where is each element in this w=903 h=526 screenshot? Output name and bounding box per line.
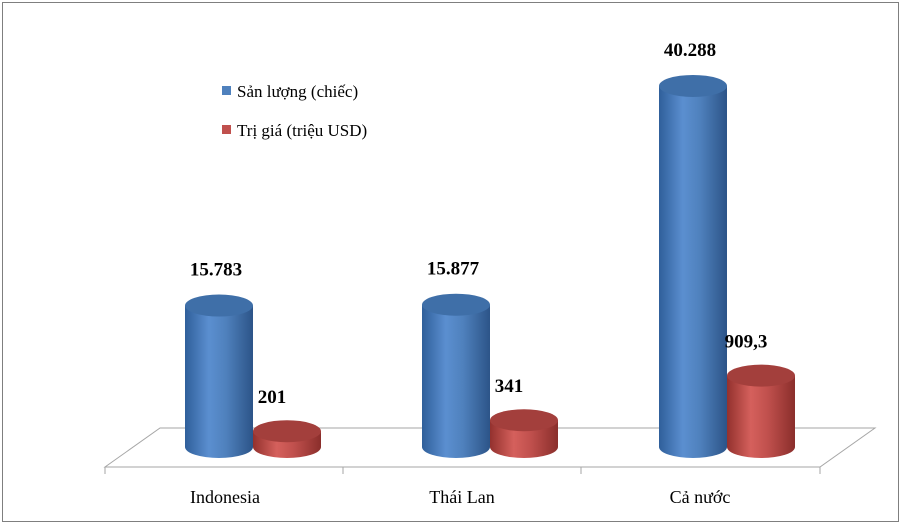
bar-red-body — [727, 375, 795, 458]
data-label: 40.288 — [664, 40, 716, 61]
category-label: Cả nước — [670, 487, 731, 507]
bar-red-top — [727, 364, 795, 387]
category-label: Indonesia — [190, 487, 260, 507]
bar-blue — [659, 74, 727, 459]
bar-blue — [422, 293, 490, 458]
data-labels-group: 15.783 201 15.877 341 40.288 909,3 — [190, 40, 768, 408]
bar-red-top — [490, 409, 558, 432]
bar-red — [490, 409, 558, 458]
data-label: 909,3 — [725, 332, 768, 353]
data-label: 201 — [258, 387, 287, 408]
bar-blue-body — [185, 305, 253, 458]
bar-blue — [185, 294, 253, 458]
bar-blue-top — [422, 293, 490, 316]
bar-blue-top — [659, 74, 727, 97]
data-label: 15.877 — [427, 259, 480, 280]
bar-blue-body — [422, 304, 490, 458]
bars-group — [185, 74, 795, 459]
legend: Sản lượng (chiếc) Trị giá (triệu USD) — [222, 82, 367, 140]
bar-red — [253, 420, 321, 458]
legend-label: Sản lượng (chiếc) — [237, 82, 358, 101]
legend-swatch-red — [222, 125, 231, 134]
bar-red — [727, 364, 795, 458]
bar-red-top — [253, 420, 321, 443]
data-label: 15.783 — [190, 260, 242, 281]
legend-swatch-blue — [222, 86, 231, 95]
legend-label: Trị giá (triệu USD) — [237, 121, 367, 140]
bar-blue-body — [659, 85, 727, 459]
bar-blue-top — [185, 294, 253, 317]
data-label: 341 — [495, 376, 524, 397]
category-label: Thái Lan — [429, 487, 494, 507]
